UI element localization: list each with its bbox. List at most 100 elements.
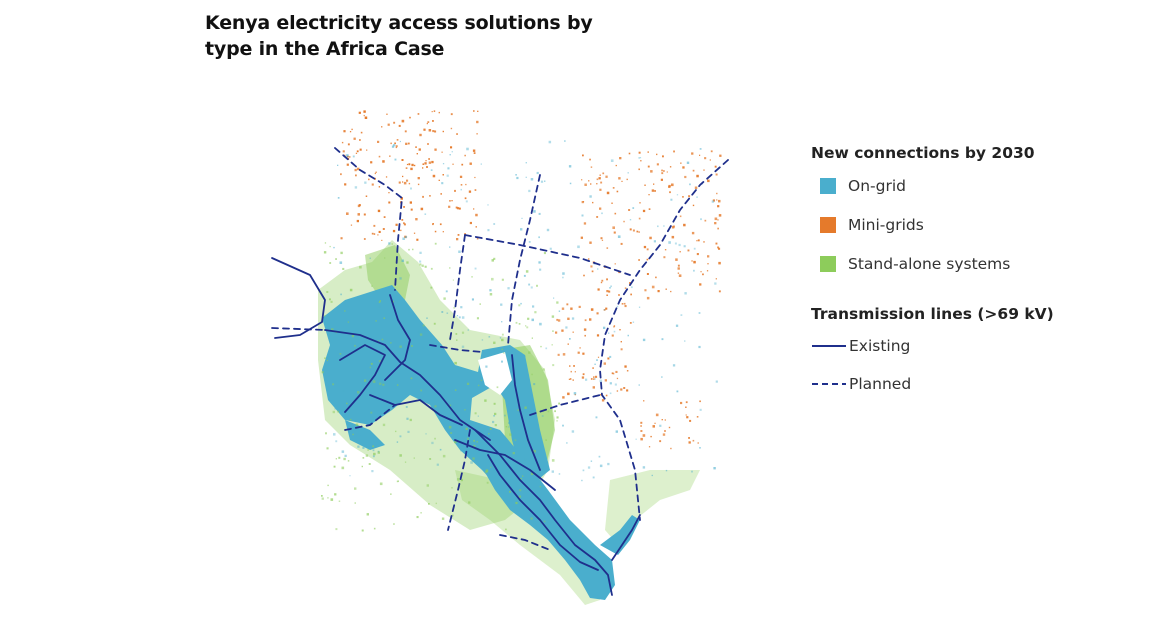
settlement-dot [646, 258, 649, 261]
settlement-dot [706, 270, 709, 272]
settlement-dot [427, 143, 429, 145]
settlement-dot [334, 408, 336, 410]
settlement-dot [371, 470, 374, 473]
settlement-dot [685, 401, 688, 404]
settlement-dot [715, 380, 718, 383]
settlement-dot [674, 242, 677, 245]
settlement-dot [700, 218, 702, 221]
settlement-dot [403, 181, 407, 185]
settlement-dot [640, 421, 643, 424]
settlement-dot [715, 278, 717, 280]
settlement-dot [602, 172, 605, 175]
settlement-dot [718, 247, 721, 250]
settlement-dot [661, 338, 664, 341]
settlement-dot [661, 419, 663, 421]
settlement-dot [381, 239, 383, 241]
settlement-dot [583, 222, 587, 225]
settlement-dot [524, 355, 526, 357]
settlement-dot [501, 333, 504, 336]
settlement-dot [520, 477, 522, 480]
settlement-dot [697, 442, 699, 444]
settlement-dot [699, 148, 702, 150]
settlement-dot [603, 309, 606, 311]
settlement-dot [484, 399, 487, 402]
planned-line-garissa [529, 394, 601, 416]
settlement-dot [562, 272, 565, 275]
settlement-dot [469, 162, 472, 165]
settlement-dot [596, 216, 599, 218]
settlement-dot [606, 278, 608, 281]
settlement-dot [717, 246, 719, 249]
settlement-dot [718, 290, 721, 293]
settlement-dot [386, 113, 388, 115]
settlement-dot [539, 485, 542, 488]
settlement-dot [606, 290, 609, 293]
settlement-dot [611, 334, 614, 337]
settlement-dot [410, 208, 413, 211]
settlement-dot [712, 199, 715, 202]
settlement-dot [530, 178, 534, 181]
settlement-dot [455, 410, 458, 413]
settlement-dot [339, 261, 343, 264]
settlement-dot [406, 179, 409, 182]
settlement-dots [321, 110, 722, 532]
settlement-dot [490, 466, 492, 468]
settlement-dot [373, 224, 376, 227]
settlement-dot [514, 439, 517, 441]
settlement-dot [603, 326, 606, 329]
settlement-dot [640, 430, 643, 432]
settlement-dot [343, 457, 346, 461]
settlement-dot [394, 158, 397, 161]
settlement-dot [424, 213, 427, 215]
settlement-dot [596, 183, 598, 185]
settlement-dot [452, 163, 454, 165]
settlement-dot [420, 389, 423, 392]
settlement-dot [678, 243, 681, 247]
settlement-dot [389, 155, 391, 157]
settlement-dot [600, 281, 603, 284]
settlement-dot [432, 120, 434, 122]
settlement-dot [354, 487, 357, 490]
settlement-dot [501, 338, 504, 342]
settlement-dot [362, 457, 365, 459]
settlement-dot [704, 219, 707, 222]
settlement-dot [616, 190, 619, 193]
legend-item-existing: Existing [811, 327, 1141, 365]
settlement-dot [581, 201, 584, 204]
settlement-dot [327, 497, 329, 499]
settlement-dot [444, 413, 446, 416]
settlement-dot [455, 206, 458, 209]
settlement-dot [362, 446, 365, 449]
settlement-dot [363, 114, 365, 117]
settlement-dot [616, 390, 619, 392]
settlement-dot [410, 167, 413, 171]
settlement-dot [528, 241, 531, 243]
settlement-dot [515, 501, 518, 505]
settlement-dot [450, 432, 453, 434]
settlement-dot [404, 461, 407, 463]
settlement-dot [419, 251, 422, 254]
settlement-dot [344, 310, 346, 312]
settlement-dot [581, 179, 583, 181]
settlement-dot [638, 259, 640, 261]
settlement-dot [608, 332, 610, 334]
settlement-dot [596, 334, 600, 337]
settlement-dot [365, 195, 368, 197]
settlement-dot [592, 476, 595, 479]
settlement-dot [678, 274, 682, 277]
settlement-dot [419, 133, 422, 137]
settlement-dot [679, 215, 682, 218]
settlement-dot [653, 240, 656, 243]
settlement-dot [391, 243, 393, 245]
settlement-dot [340, 293, 342, 296]
settlement-dot [352, 155, 355, 158]
settlement-dot [642, 209, 646, 213]
legend: New connections by 2030 On-grid Mini-gri… [811, 140, 1141, 403]
settlement-dot [704, 157, 707, 160]
settlement-dot [407, 430, 410, 433]
settlement-dot [349, 475, 351, 477]
settlement-dot [572, 379, 574, 381]
settlement-dot [422, 167, 424, 169]
settlement-dot [448, 425, 452, 429]
settlement-dot [675, 324, 679, 327]
